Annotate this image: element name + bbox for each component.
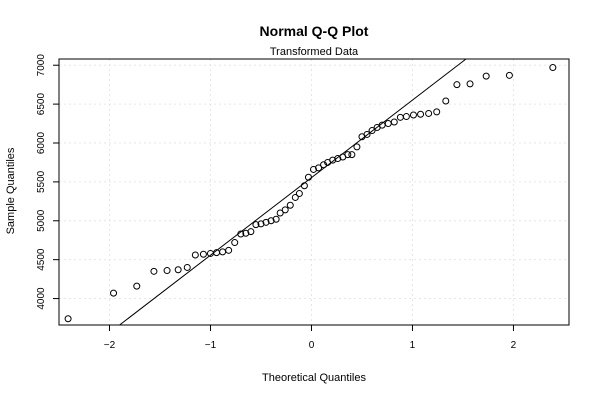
data-point	[442, 97, 450, 105]
data-point	[363, 130, 371, 138]
data-point	[150, 267, 158, 275]
chart-title: Normal Q-Q Plot	[260, 23, 369, 39]
data-point	[425, 109, 433, 117]
data-point	[368, 127, 376, 135]
data-point	[384, 120, 392, 128]
data-point	[247, 228, 255, 236]
data-point	[199, 250, 207, 258]
y-tick-label: 4500	[36, 248, 47, 271]
data-point	[257, 220, 265, 228]
data-point	[409, 111, 417, 119]
data-point	[353, 143, 361, 151]
data-point	[231, 239, 239, 247]
axes: −2 −1 0 1 2 4000 4500 5000 5500 6000 6500 7000	[36, 54, 517, 351]
data-point	[466, 80, 474, 88]
data-point	[242, 229, 250, 237]
data-point	[433, 108, 441, 116]
data-point	[272, 215, 280, 223]
y-tick-label: 5000	[36, 209, 47, 232]
data-point	[110, 289, 118, 297]
data-points	[64, 64, 557, 323]
data-point	[453, 81, 461, 89]
data-point	[402, 113, 410, 121]
chart-subtitle: Transformed Data	[270, 46, 359, 58]
data-point	[304, 173, 312, 181]
data-point	[225, 246, 233, 254]
data-point	[505, 71, 513, 79]
y-tick-label: 5500	[36, 170, 47, 193]
reference-line-group	[119, 58, 467, 326]
data-point	[191, 251, 199, 259]
grid	[59, 59, 569, 325]
data-point	[276, 209, 284, 217]
data-point	[329, 156, 337, 164]
x-tick-label: −2	[104, 340, 116, 351]
data-point	[348, 151, 356, 159]
data-point	[295, 190, 303, 198]
data-point	[237, 230, 245, 238]
x-tick-label: 1	[410, 340, 416, 351]
data-point	[482, 72, 490, 80]
data-point	[174, 266, 182, 274]
data-point	[163, 267, 171, 275]
x-tick-label: 0	[309, 340, 315, 351]
x-tick-label: −1	[205, 340, 217, 351]
data-point	[262, 218, 270, 226]
data-point	[334, 155, 342, 163]
data-point	[291, 193, 299, 201]
y-axis-label: Sample Quantiles	[5, 147, 17, 234]
data-point	[183, 263, 191, 271]
y-tick-label: 7000	[36, 54, 47, 77]
data-point	[309, 165, 317, 173]
data-point	[344, 151, 352, 159]
y-tick-label: 6000	[36, 131, 47, 154]
data-point	[64, 315, 72, 323]
data-point	[252, 221, 260, 229]
data-point	[281, 206, 289, 214]
x-tick-label: 2	[511, 340, 517, 351]
data-point	[549, 64, 557, 72]
data-point	[133, 282, 141, 290]
y-tick-label: 6500	[36, 93, 47, 116]
data-point	[417, 110, 425, 118]
data-point	[315, 164, 323, 172]
data-point	[267, 217, 275, 225]
data-point	[300, 182, 308, 190]
reference-line	[119, 58, 467, 326]
data-point	[390, 118, 398, 126]
plot-frame	[58, 58, 570, 326]
data-point	[320, 161, 328, 169]
x-axis-label: Theoretical Quantiles	[262, 372, 366, 384]
data-point	[286, 201, 294, 209]
data-point	[396, 113, 404, 121]
y-tick-label: 4000	[36, 287, 47, 310]
data-point	[219, 248, 227, 256]
